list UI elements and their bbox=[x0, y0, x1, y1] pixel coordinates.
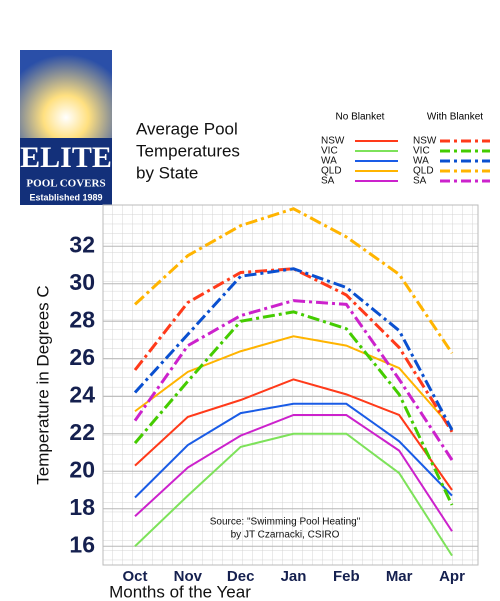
legend-label: NSW bbox=[413, 136, 437, 147]
x-tick-label: Feb bbox=[333, 568, 360, 585]
x-axis-label: Months of the Year bbox=[109, 582, 251, 601]
series-line bbox=[134, 378, 453, 491]
legend-label: SA bbox=[321, 176, 335, 187]
logo-name: ELITE bbox=[20, 141, 112, 174]
legend-label: WA bbox=[413, 156, 429, 167]
y-tick-label: 24 bbox=[69, 381, 95, 407]
logo-band bbox=[20, 138, 112, 205]
series-line bbox=[134, 432, 453, 557]
y-tick-label: 20 bbox=[69, 456, 95, 482]
annotation: by JT Czarnacki, CSIRO bbox=[231, 530, 340, 541]
y-tick-label: 18 bbox=[69, 494, 95, 520]
series-line bbox=[133, 310, 454, 506]
series-line bbox=[134, 402, 453, 499]
logo: ELITE POOL COVERS Established 1989 bbox=[20, 50, 112, 205]
y-tick-label: 30 bbox=[69, 269, 95, 295]
series-line bbox=[134, 335, 453, 429]
series-line bbox=[134, 414, 453, 532]
y-tick-label: 16 bbox=[69, 531, 95, 557]
x-tick-label: Jan bbox=[281, 568, 307, 585]
plot-area bbox=[102, 204, 479, 566]
series-line bbox=[133, 299, 454, 461]
series-line bbox=[133, 267, 454, 431]
y-axis-label: Temperature in Degrees C bbox=[33, 285, 52, 484]
y-tick-label: 26 bbox=[69, 344, 95, 370]
legend-label: SA bbox=[413, 176, 427, 187]
legend-label: QLD bbox=[321, 166, 342, 177]
logo-sun bbox=[20, 50, 112, 140]
x-tick-label: Mar bbox=[386, 568, 413, 585]
y-tick-label: 22 bbox=[69, 419, 95, 445]
legend-label: VIC bbox=[321, 146, 338, 157]
legend-label: WA bbox=[321, 156, 337, 167]
legend-label: NSW bbox=[321, 136, 345, 147]
legend-label: QLD bbox=[413, 166, 434, 177]
series-line bbox=[133, 207, 454, 354]
legend-label: VIC bbox=[413, 146, 430, 157]
legend-title: With Blanket bbox=[427, 112, 483, 123]
y-tick-label: 28 bbox=[69, 306, 95, 332]
chart-title: Average Pool bbox=[136, 119, 238, 138]
annotation: Source: "Swimming Pool Heating" bbox=[210, 517, 361, 528]
legend-title: No Blanket bbox=[336, 112, 385, 123]
y-tick-label: 32 bbox=[69, 231, 95, 257]
series-line bbox=[133, 267, 454, 433]
chart-title: by State bbox=[136, 163, 198, 182]
logo-line3: Established 1989 bbox=[29, 192, 102, 202]
x-tick-label: Oct bbox=[122, 568, 147, 585]
x-tick-label: Apr bbox=[439, 568, 465, 585]
x-tick-label: Dec bbox=[227, 568, 255, 585]
x-tick-label: Nov bbox=[174, 568, 203, 585]
logo-line2: POOL COVERS bbox=[26, 178, 105, 190]
chart-title: Temperatures bbox=[136, 141, 240, 160]
